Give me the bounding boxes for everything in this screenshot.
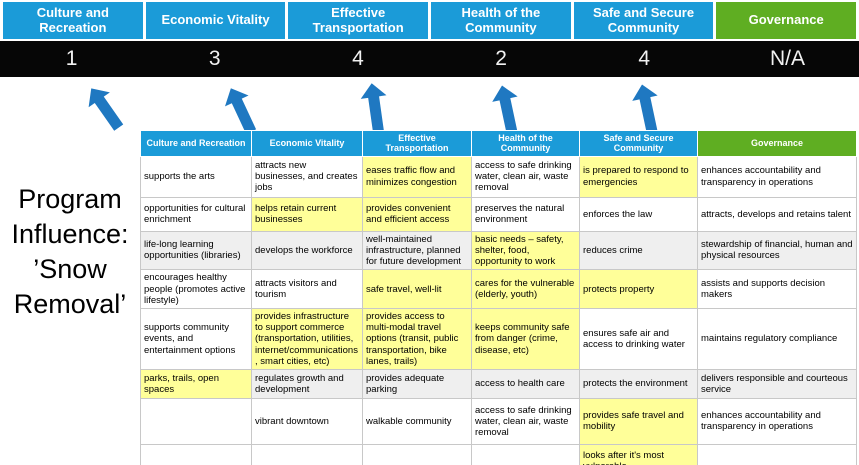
score-effective-transportation: 4 bbox=[352, 47, 364, 70]
matrix-cell: provides adequate parking bbox=[362, 368, 472, 399]
matrix-cell: walkable community bbox=[362, 397, 472, 445]
score-governance: N/A bbox=[769, 47, 805, 70]
table-row: parks, trails, open spaces regulates grow… bbox=[140, 368, 857, 399]
table-row: opportunities for cultural enrichment hel… bbox=[140, 196, 857, 232]
matrix-cell: enhances accountability and transparency… bbox=[697, 397, 857, 445]
matrix-cell: access to safe drinking water, clean air… bbox=[471, 397, 580, 445]
matrix-cell: supports community events, and entertain… bbox=[140, 307, 252, 370]
column-header: Safe and Secure Community bbox=[579, 130, 698, 157]
matrix-cell: attracts visitors and tourism bbox=[251, 269, 363, 309]
matrix-cell: stewardship of financial, human and phys… bbox=[697, 230, 857, 271]
category-label: Governance bbox=[748, 12, 824, 28]
matrix-cell: protects the environment bbox=[579, 368, 698, 399]
matrix-cell: opportunities for cultural enrichment bbox=[140, 196, 252, 232]
matrix-cell: safe travel, well-lit bbox=[362, 269, 472, 309]
up-arrow-icon bbox=[359, 81, 391, 132]
matrix-cell: access to safe drinking water, clean air… bbox=[471, 155, 580, 198]
score-bar: 1 3 4 2 4 N/A bbox=[0, 41, 859, 77]
score-safe-and-secure-community: 4 bbox=[638, 47, 651, 70]
matrix-cell: provides convenient and efficient access bbox=[362, 196, 472, 232]
matrix-cell bbox=[140, 397, 252, 445]
table-row: vibrant downtown walkable community access… bbox=[140, 397, 857, 445]
matrix-cell: enhances accountability and transparency… bbox=[697, 155, 857, 198]
score-culture-and-recreation: 1 bbox=[65, 47, 78, 70]
score-health-of-the-community: 2 bbox=[495, 47, 507, 70]
category-box-health-of-the-community: Health of the Community bbox=[431, 2, 571, 39]
matrix-cell: attracts new businesses, and creates job… bbox=[251, 155, 363, 198]
matrix-cell: basic needs – safety, shelter, food, opp… bbox=[471, 230, 580, 271]
matrix-cell bbox=[362, 443, 472, 465]
matrix-cell: well-maintained infrastructure, planned … bbox=[362, 230, 472, 271]
matrix-cell: life-long learning opportunities (librar… bbox=[140, 230, 252, 271]
category-box-effective-transportation: Effective Transportation bbox=[288, 2, 429, 39]
matrix-cell: regulates growth and development bbox=[251, 368, 363, 399]
matrix-cell bbox=[140, 443, 252, 465]
category-box-governance: Governance bbox=[716, 2, 857, 39]
table-row: looks after it's most vulnerable bbox=[140, 443, 857, 465]
matrix-cell: maintains regulatory compliance bbox=[697, 307, 857, 370]
matrix-cell: provides safe travel and mobility bbox=[579, 397, 698, 445]
matrix-cell: encourages healthy people (promotes acti… bbox=[140, 269, 252, 309]
matrix-cell: parks, trails, open spaces bbox=[140, 368, 252, 399]
up-arrow-icon bbox=[81, 81, 130, 135]
category-label: Health of the Community bbox=[461, 4, 541, 35]
table-row: life-long learning opportunities (librar… bbox=[140, 230, 857, 271]
category-label: Culture and Recreation bbox=[36, 4, 109, 35]
matrix-cell: eases traffic flow and minimizes congest… bbox=[362, 155, 472, 198]
matrix-cell: protects property bbox=[579, 269, 698, 309]
matrix-cell: vibrant downtown bbox=[251, 397, 363, 445]
table-row: encourages healthy people (promotes acti… bbox=[140, 269, 857, 309]
category-header-row: Culture and Recreation Economic Vitality… bbox=[3, 2, 857, 39]
matrix-body: supports the arts attracts new businesses… bbox=[140, 155, 857, 465]
matrix-cell: reduces crime bbox=[579, 230, 698, 271]
column-header: Effective Transportation bbox=[362, 130, 472, 157]
up-arrow-icon bbox=[219, 83, 263, 137]
category-label: Economic Vitality bbox=[161, 12, 270, 28]
column-header: Economic Vitality bbox=[251, 130, 363, 157]
matrix-cell: helps retain current businesses bbox=[251, 196, 363, 232]
matrix-header-row: Culture and Recreation Economic Vitality E… bbox=[140, 130, 857, 157]
influence-matrix: Culture and Recreation Economic Vitality E… bbox=[140, 130, 857, 465]
matrix-cell: enforces the law bbox=[579, 196, 698, 232]
matrix-cell: keeps community safe from danger (crime,… bbox=[471, 307, 580, 370]
column-header: Culture and Recreation bbox=[140, 130, 252, 157]
matrix-cell: cares for the vulnerable (elderly, youth… bbox=[471, 269, 580, 309]
matrix-cell: looks after it's most vulnerable bbox=[579, 443, 698, 465]
matrix-cell: access to health care bbox=[471, 368, 580, 399]
category-label: Effective Transportation bbox=[312, 4, 404, 35]
category-box-safe-and-secure-community: Safe and Secure Community bbox=[573, 2, 714, 39]
table-row: supports community events, and entertain… bbox=[140, 307, 857, 370]
matrix-cell: delivers responsible and courteous servi… bbox=[697, 368, 857, 399]
matrix-cell: ensures safe air and access to drinking … bbox=[579, 307, 698, 370]
matrix-cell bbox=[251, 443, 363, 465]
matrix-cell bbox=[697, 443, 857, 465]
score-economic-vitality: 3 bbox=[208, 47, 221, 70]
program-influence-title: Program Influence: ’Snow Removal’ bbox=[11, 184, 129, 320]
up-arrow-icon bbox=[629, 82, 664, 134]
category-label: Safe and Secure Community bbox=[592, 4, 695, 35]
column-header: Governance bbox=[697, 130, 857, 157]
matrix-cell: provides infrastructure to support comme… bbox=[251, 307, 363, 370]
matrix-cell: preserves the natural environment bbox=[471, 196, 580, 232]
matrix-cell: develops the workforce bbox=[251, 230, 363, 271]
up-arrow-icon bbox=[489, 83, 524, 135]
category-box-economic-vitality: Economic Vitality bbox=[145, 2, 286, 39]
matrix-cell: attracts, develops and retains talent bbox=[697, 196, 857, 232]
matrix-cell bbox=[471, 443, 580, 465]
category-box-culture-and-recreation: Culture and Recreation bbox=[3, 2, 143, 39]
matrix-cell: provides access to multi-modal travel op… bbox=[362, 307, 472, 370]
table-row: supports the arts attracts new businesses… bbox=[140, 155, 857, 198]
matrix-cell: assists and supports decision makers bbox=[697, 269, 857, 309]
matrix-cell: supports the arts bbox=[140, 155, 252, 198]
matrix-cell: is prepared to respond to emergencies bbox=[579, 155, 698, 198]
column-header: Health of the Community bbox=[471, 130, 580, 157]
